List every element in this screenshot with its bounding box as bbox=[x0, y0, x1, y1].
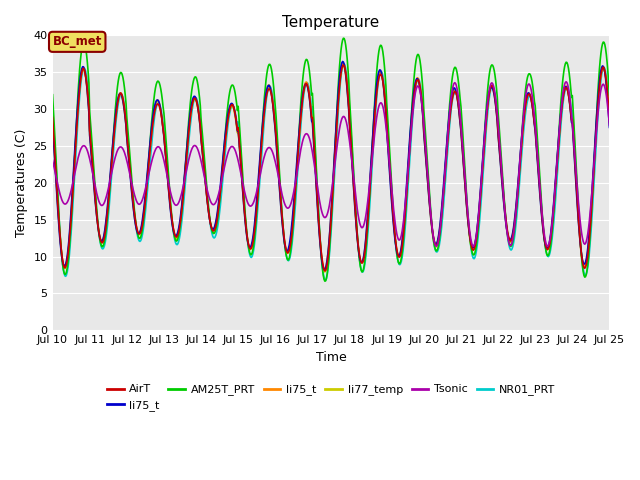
Text: BC_met: BC_met bbox=[52, 36, 102, 48]
Legend: AirT, li75_t, AM25T_PRT, li75_t, li77_temp, Tsonic, NR01_PRT: AirT, li75_t, AM25T_PRT, li75_t, li77_te… bbox=[102, 380, 559, 415]
Y-axis label: Temperatures (C): Temperatures (C) bbox=[15, 129, 28, 237]
X-axis label: Time: Time bbox=[316, 351, 346, 364]
Title: Temperature: Temperature bbox=[282, 15, 380, 30]
